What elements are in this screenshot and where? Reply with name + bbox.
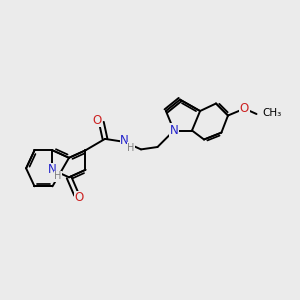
Text: O: O <box>75 191 84 204</box>
Text: O: O <box>92 113 101 127</box>
Text: CH₃: CH₃ <box>262 107 282 118</box>
Text: N: N <box>48 163 57 176</box>
Text: O: O <box>240 102 249 115</box>
Text: H: H <box>128 143 135 153</box>
Text: N: N <box>120 134 129 147</box>
Text: H: H <box>54 171 61 182</box>
Text: N: N <box>169 124 178 137</box>
